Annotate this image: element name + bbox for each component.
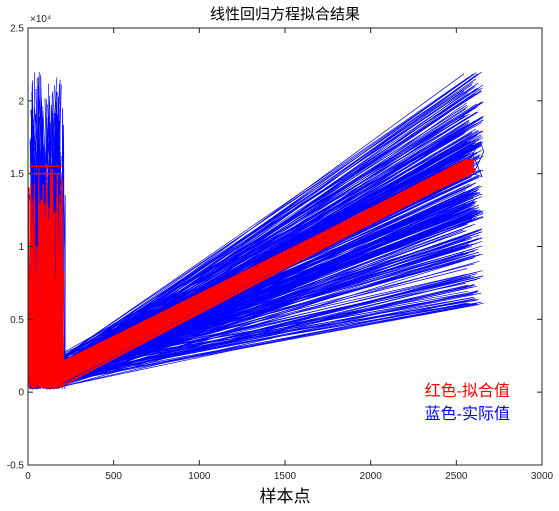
fitted-series-line [41,160,469,378]
x-tick-label: 2500 [445,471,468,482]
fitted-series-line [38,202,42,390]
fitted-series-line [52,172,470,388]
fitted-series-line [59,248,63,377]
y-tick-label: 2.5 [10,24,24,35]
x-tick-label: 3000 [531,471,554,482]
plot-lines [28,71,485,390]
fitted-series-line [36,167,40,377]
legend-fitted: 红色-拟合值 [425,381,510,400]
fitted-series-line [57,268,60,382]
y-axis-exponent: ×10⁴ [30,14,51,25]
y-tick-label: -0.5 [7,461,25,472]
legend-actual: 蓝色-实际值 [425,404,510,423]
fitted-series-line [49,317,52,380]
fitted-series-line [46,252,50,383]
chart-title: 线性回归方程拟合结果 [210,5,360,23]
actual-series-line [55,213,478,383]
fitted-series-line [54,162,468,386]
y-tick-label: 2 [18,96,24,107]
fitted-series-line [33,273,37,377]
x-tick-label: 500 [105,471,122,482]
fitted-series-line [29,182,32,385]
fitted-series-line [43,217,48,385]
fitted-series-line [60,269,65,388]
actual-series-line [464,140,485,178]
y-tick-label: 0 [18,388,24,399]
y-tick-label: 1.5 [10,169,24,180]
actual-series-line [36,144,473,377]
actual-series-line [59,207,469,387]
x-tick-label: 1500 [274,471,297,482]
x-tick-label: 1000 [188,471,211,482]
y-tick-label: 1 [18,242,24,253]
fitted-series-line [59,203,61,386]
axis-ticks: 0 500 1000 1500 2000 2500 3000-0.500.511.522.5 [7,24,554,483]
x-tick-label: 0 [25,471,31,482]
fitted-series-line [31,200,34,373]
x-axis-label: 样本点 [260,487,311,507]
fitted-series-line [59,170,469,378]
y-tick-label: 0.5 [10,315,24,326]
x-tick-label: 2000 [360,471,383,482]
